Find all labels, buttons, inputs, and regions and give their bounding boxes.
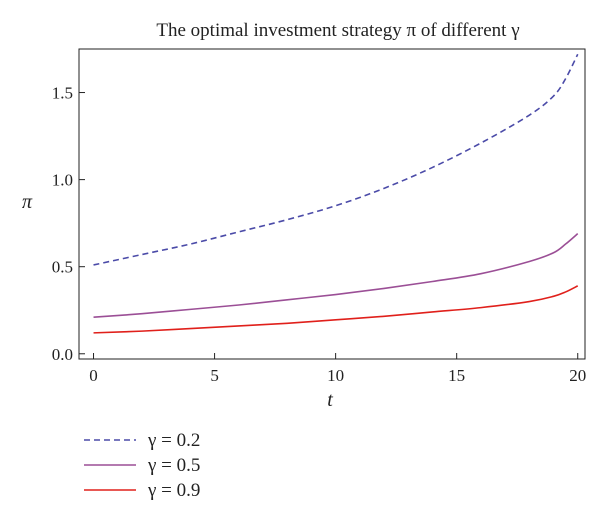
chart-title: The optimal investment strategy π of dif… (156, 20, 519, 41)
legend-label: γ = 0.9 (147, 480, 200, 501)
legend-label: γ = 0.5 (147, 455, 200, 476)
x-tick-label: 15 (448, 366, 465, 385)
y-tick-label: 0.5 (52, 258, 73, 277)
x-tick-label: 10 (327, 366, 344, 385)
series-line (93, 53, 579, 266)
series-line (93, 285, 579, 334)
y-axis-label: π (22, 191, 33, 213)
plot-frame (78, 48, 586, 360)
x-tick-label: 0 (89, 366, 98, 385)
y-tick-label: 1.0 (52, 171, 73, 190)
legend-label: γ = 0.2 (147, 430, 200, 451)
legend: γ = 0.2 γ = 0.5 γ = 0.9 (84, 430, 200, 501)
y-tick-label: 1.5 (52, 84, 73, 103)
x-tick-label: 20 (569, 366, 586, 385)
series-line (93, 233, 579, 318)
x-axis-label: t (327, 389, 333, 411)
y-tick-label: 0.0 (52, 345, 73, 364)
axis-layer: 0 5 10 15 20 0.0 0.5 1.0 1.5 (52, 84, 586, 385)
x-tick-label: 5 (210, 366, 219, 385)
series-layer (93, 53, 579, 334)
